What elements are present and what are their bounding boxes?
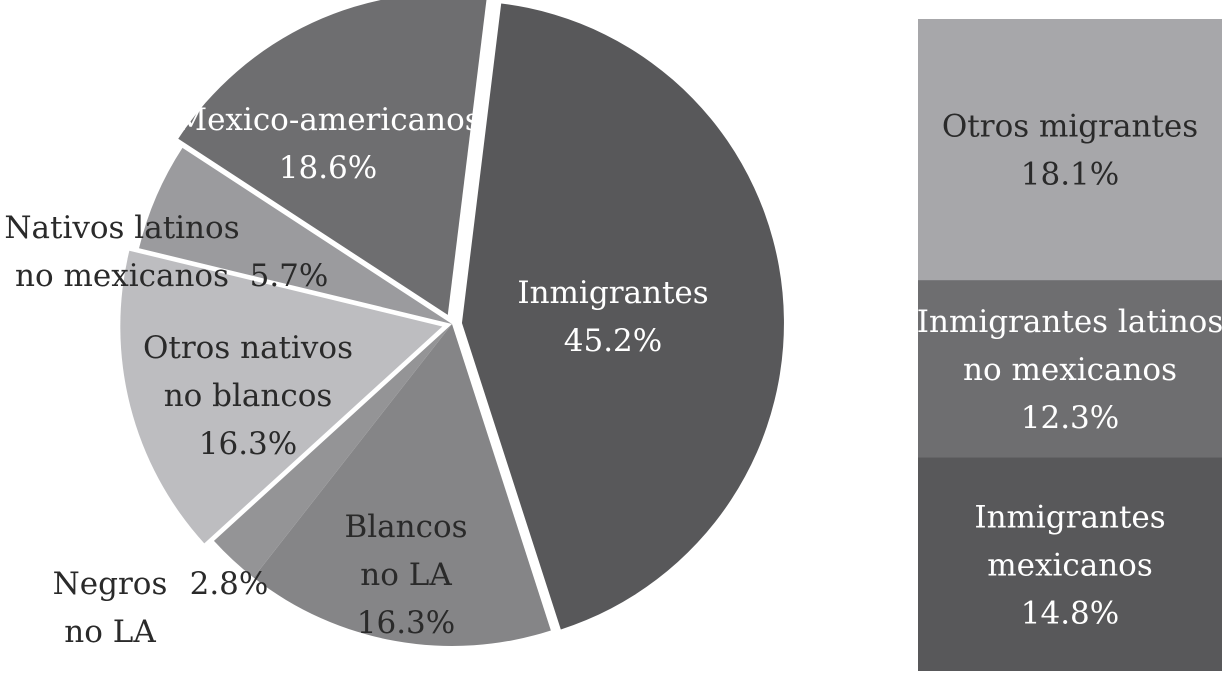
immigrant-breakdown-bar: [918, 19, 1222, 671]
slice-mexico-americanos: [178, 0, 487, 315]
segment-label: no mexicanos: [963, 352, 1177, 388]
segment-value-label: 12.3%: [1021, 400, 1119, 436]
slice-value-label: 18.6%: [279, 150, 377, 186]
slice-value-label: 2.8%: [190, 566, 269, 602]
segment-label: Inmigrantes latinos: [917, 304, 1224, 340]
slice-nativos-latinos-no-mexicanos: [139, 147, 453, 324]
segment-value-label: 18.1%: [1021, 157, 1119, 193]
immigrant-breakdown-labels: Otros migrantes 18.1% Inmigrantes latinos n…: [917, 109, 1224, 632]
segment-label: Otros migrantes: [942, 109, 1198, 145]
slice-label: no blancos: [164, 378, 333, 414]
segment-label: Inmigrantes: [974, 499, 1165, 535]
slice-label: no mexicanos: [15, 258, 229, 294]
slice-value-label: 16.3%: [357, 605, 455, 641]
slice-label: Negros: [53, 566, 168, 602]
slice-label: Inmigrantes: [517, 275, 708, 311]
segment-inmigrantes-latinos-no-mexicanos: [918, 280, 1222, 458]
slice-label: Blancos: [344, 509, 467, 545]
segment-value-label: 14.8%: [1021, 595, 1119, 631]
slice-value-label: 16.3%: [199, 426, 297, 462]
segment-label: mexicanos: [987, 547, 1153, 583]
slice-value-label: 5.7%: [250, 258, 329, 294]
slice-value-label: 45.2%: [564, 323, 662, 359]
slice-inmigrantes: [461, 3, 784, 630]
pie-labels: Inmigrantes 45.2% Blancos no LA 16.3% Negros n…: [4, 102, 708, 650]
slice-blancos-no-la: [253, 324, 551, 647]
segment-inmigrantes-mexicanos: [918, 457, 1222, 671]
slice-label: Nativos latinos: [4, 210, 239, 246]
slice-label: Otros nativos: [143, 330, 353, 366]
slice-label: no LA: [360, 557, 452, 593]
slice-label: Mexico-americanos: [175, 102, 480, 138]
pie: [120, 0, 784, 647]
slice-label: no LA: [64, 614, 156, 650]
slice-negros-no-la: [213, 324, 452, 578]
slice-otros-nativos-no-blancos: [120, 250, 443, 544]
segment-otros-migrantes: [918, 19, 1222, 281]
